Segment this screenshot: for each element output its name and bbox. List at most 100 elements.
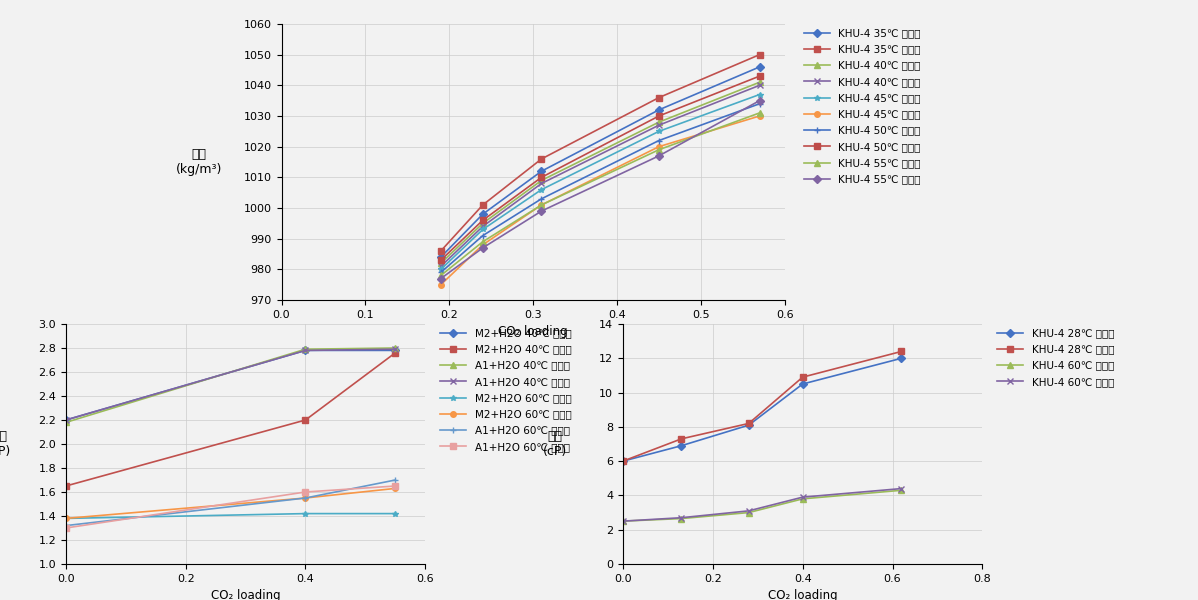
A1+H2O 60℃ 실험값 [298,494,313,502]
Line: KHU-4 55℃ 추정값: KHU-4 55℃ 추정값 [438,98,762,281]
KHU-4 35℃ 추정값 [476,202,490,209]
Y-axis label: 점도
(cP): 점도 (cP) [543,430,567,458]
KHU-4 50℃ 실험값 [476,232,490,239]
Line: A1+H2O 60℃ 추정값: A1+H2O 60℃ 추정값 [63,483,398,531]
KHU-4 28℃ 추정값 [895,348,909,355]
KHU-4 60℃ 실험값 [616,518,630,525]
M2+H2O 60℃ 실험값 [388,510,403,517]
Line: M2+H2O 40℃ 추정값: M2+H2O 40℃ 추정값 [63,350,398,489]
Legend: KHU-4 28℃ 실험값, KHU-4 28℃ 추정값, KHU-4 60℃ 실험값, KHU-4 60℃ 추정값: KHU-4 28℃ 실험값, KHU-4 28℃ 추정값, KHU-4 60℃ … [993,324,1119,391]
Legend: M2+H2O 40℃ 실험값, M2+H2O 40℃ 추정값, A1+H2O 40℃ 실험값, A1+H2O 40℃ 추정값, M2+H2O 60℃ 실험값, : M2+H2O 40℃ 실험값, M2+H2O 40℃ 추정값, A1+H2O 4… [436,324,575,456]
KHU-4 28℃ 실험값 [674,442,689,449]
Line: KHU-4 35℃ 실험값: KHU-4 35℃ 실험값 [438,64,762,260]
X-axis label: CO₂ loading: CO₂ loading [768,589,837,600]
Line: KHU-4 60℃ 추정값: KHU-4 60℃ 추정값 [621,486,904,524]
KHU-4 50℃ 추정값 [752,73,767,80]
A1+H2O 40℃ 추정값 [298,347,313,354]
A1+H2O 40℃ 추정값 [388,346,403,353]
KHU-4 40℃ 추정값 [652,122,666,129]
KHU-4 40℃ 추정값 [752,82,767,89]
Line: M2+H2O 60℃ 실험값: M2+H2O 60℃ 실험값 [63,511,398,521]
M2+H2O 40℃ 추정값 [59,482,73,490]
KHU-4 55℃ 실험값 [752,109,767,116]
M2+H2O 40℃ 실험값 [388,347,403,354]
M2+H2O 60℃ 실험값 [59,515,73,522]
M2+H2O 60℃ 실험값 [298,510,313,517]
Line: KHU-4 60℃ 실험값: KHU-4 60℃ 실험값 [621,488,904,524]
KHU-4 35℃ 추정값 [652,94,666,101]
M2+H2O 40℃ 실험값 [298,347,313,354]
KHU-4 60℃ 추정값 [674,514,689,521]
KHU-4 60℃ 추정값 [895,485,909,492]
KHU-4 45℃ 실험값 [476,226,490,233]
M2+H2O 40℃ 추정값 [388,349,403,356]
KHU-4 60℃ 실험값 [674,515,689,522]
Line: A1+H2O 60℃ 실험값: A1+H2O 60℃ 실험값 [63,477,398,529]
KHU-4 45℃ 추정값 [652,143,666,150]
M2+H2O 40℃ 추정값 [298,416,313,424]
M2+H2O 60℃ 추정값 [298,494,313,502]
KHU-4 60℃ 추정값 [795,494,810,501]
Line: KHU-4 40℃ 추정값: KHU-4 40℃ 추정값 [438,83,762,269]
KHU-4 28℃ 추정값 [616,458,630,465]
KHU-4 60℃ 추정값 [616,518,630,525]
KHU-4 50℃ 실험값 [434,269,448,276]
KHU-4 28℃ 추정값 [795,374,810,381]
KHU-4 55℃ 실험값 [476,238,490,245]
KHU-4 40℃ 추정값 [434,263,448,270]
Line: KHU-4 50℃ 실험값: KHU-4 50℃ 실험값 [438,101,762,275]
M2+H2O 60℃ 추정값 [59,515,73,522]
A1+H2O 40℃ 추정값 [59,416,73,424]
KHU-4 40℃ 추정값 [476,223,490,230]
KHU-4 50℃ 실험값 [534,195,549,202]
KHU-4 55℃ 추정값 [434,275,448,282]
A1+H2O 40℃ 실험값 [298,346,313,353]
KHU-4 45℃ 실험값 [434,266,448,273]
KHU-4 40℃ 실험값 [434,260,448,267]
Line: KHU-4 50℃ 추정값: KHU-4 50℃ 추정값 [438,73,762,263]
KHU-4 45℃ 추정값 [476,241,490,248]
M2+H2O 40℃ 실험값 [59,416,73,424]
KHU-4 50℃ 추정값 [534,174,549,181]
KHU-4 55℃ 추정값 [476,244,490,251]
KHU-4 35℃ 실험값 [434,253,448,260]
KHU-4 55℃ 추정값 [752,97,767,104]
Line: KHU-4 45℃ 실험값: KHU-4 45℃ 실험값 [438,92,762,272]
KHU-4 45℃ 추정값 [534,202,549,209]
X-axis label: CO₂ loading: CO₂ loading [211,589,280,600]
KHU-4 40℃ 실험값 [752,79,767,86]
KHU-4 60℃ 실험값 [895,487,909,494]
KHU-4 50℃ 추정값 [434,257,448,264]
KHU-4 45℃ 실험값 [652,128,666,135]
KHU-4 35℃ 실험값 [652,106,666,113]
KHU-4 60℃ 실험값 [742,509,756,516]
Y-axis label: 밀도
(kg/m³): 밀도 (kg/m³) [176,148,223,176]
Line: KHU-4 55℃ 실험값: KHU-4 55℃ 실험값 [438,110,762,278]
KHU-4 35℃ 실험값 [752,64,767,71]
KHU-4 50℃ 실험값 [752,100,767,107]
KHU-4 55℃ 추정값 [534,208,549,215]
Line: A1+H2O 40℃ 실험값: A1+H2O 40℃ 실험값 [63,345,398,425]
KHU-4 28℃ 실험값 [795,380,810,388]
KHU-4 55℃ 실험값 [434,272,448,279]
KHU-4 28℃ 추정값 [742,420,756,427]
A1+H2O 60℃ 추정값 [388,482,403,490]
Line: KHU-4 28℃ 추정값: KHU-4 28℃ 추정값 [621,349,904,464]
X-axis label: CO₂ loading: CO₂ loading [498,325,568,338]
A1+H2O 60℃ 실험값 [388,476,403,484]
KHU-4 60℃ 실험값 [795,495,810,502]
Line: A1+H2O 40℃ 추정값: A1+H2O 40℃ 추정값 [63,346,398,423]
KHU-4 35℃ 실험값 [476,211,490,218]
KHU-4 35℃ 추정값 [752,51,767,58]
M2+H2O 60℃ 추정값 [388,485,403,492]
A1+H2O 40℃ 실험값 [388,344,403,352]
KHU-4 40℃ 실험값 [534,177,549,184]
KHU-4 50℃ 추정값 [476,217,490,224]
KHU-4 45℃ 추정값 [752,112,767,119]
KHU-4 45℃ 실험값 [752,91,767,98]
KHU-4 28℃ 실험값 [895,355,909,362]
KHU-4 55℃ 실험값 [534,202,549,209]
Y-axis label: 점도
(cP): 점도 (cP) [0,430,12,458]
KHU-4 40℃ 실험값 [476,220,490,227]
A1+H2O 60℃ 실험값 [59,522,73,529]
